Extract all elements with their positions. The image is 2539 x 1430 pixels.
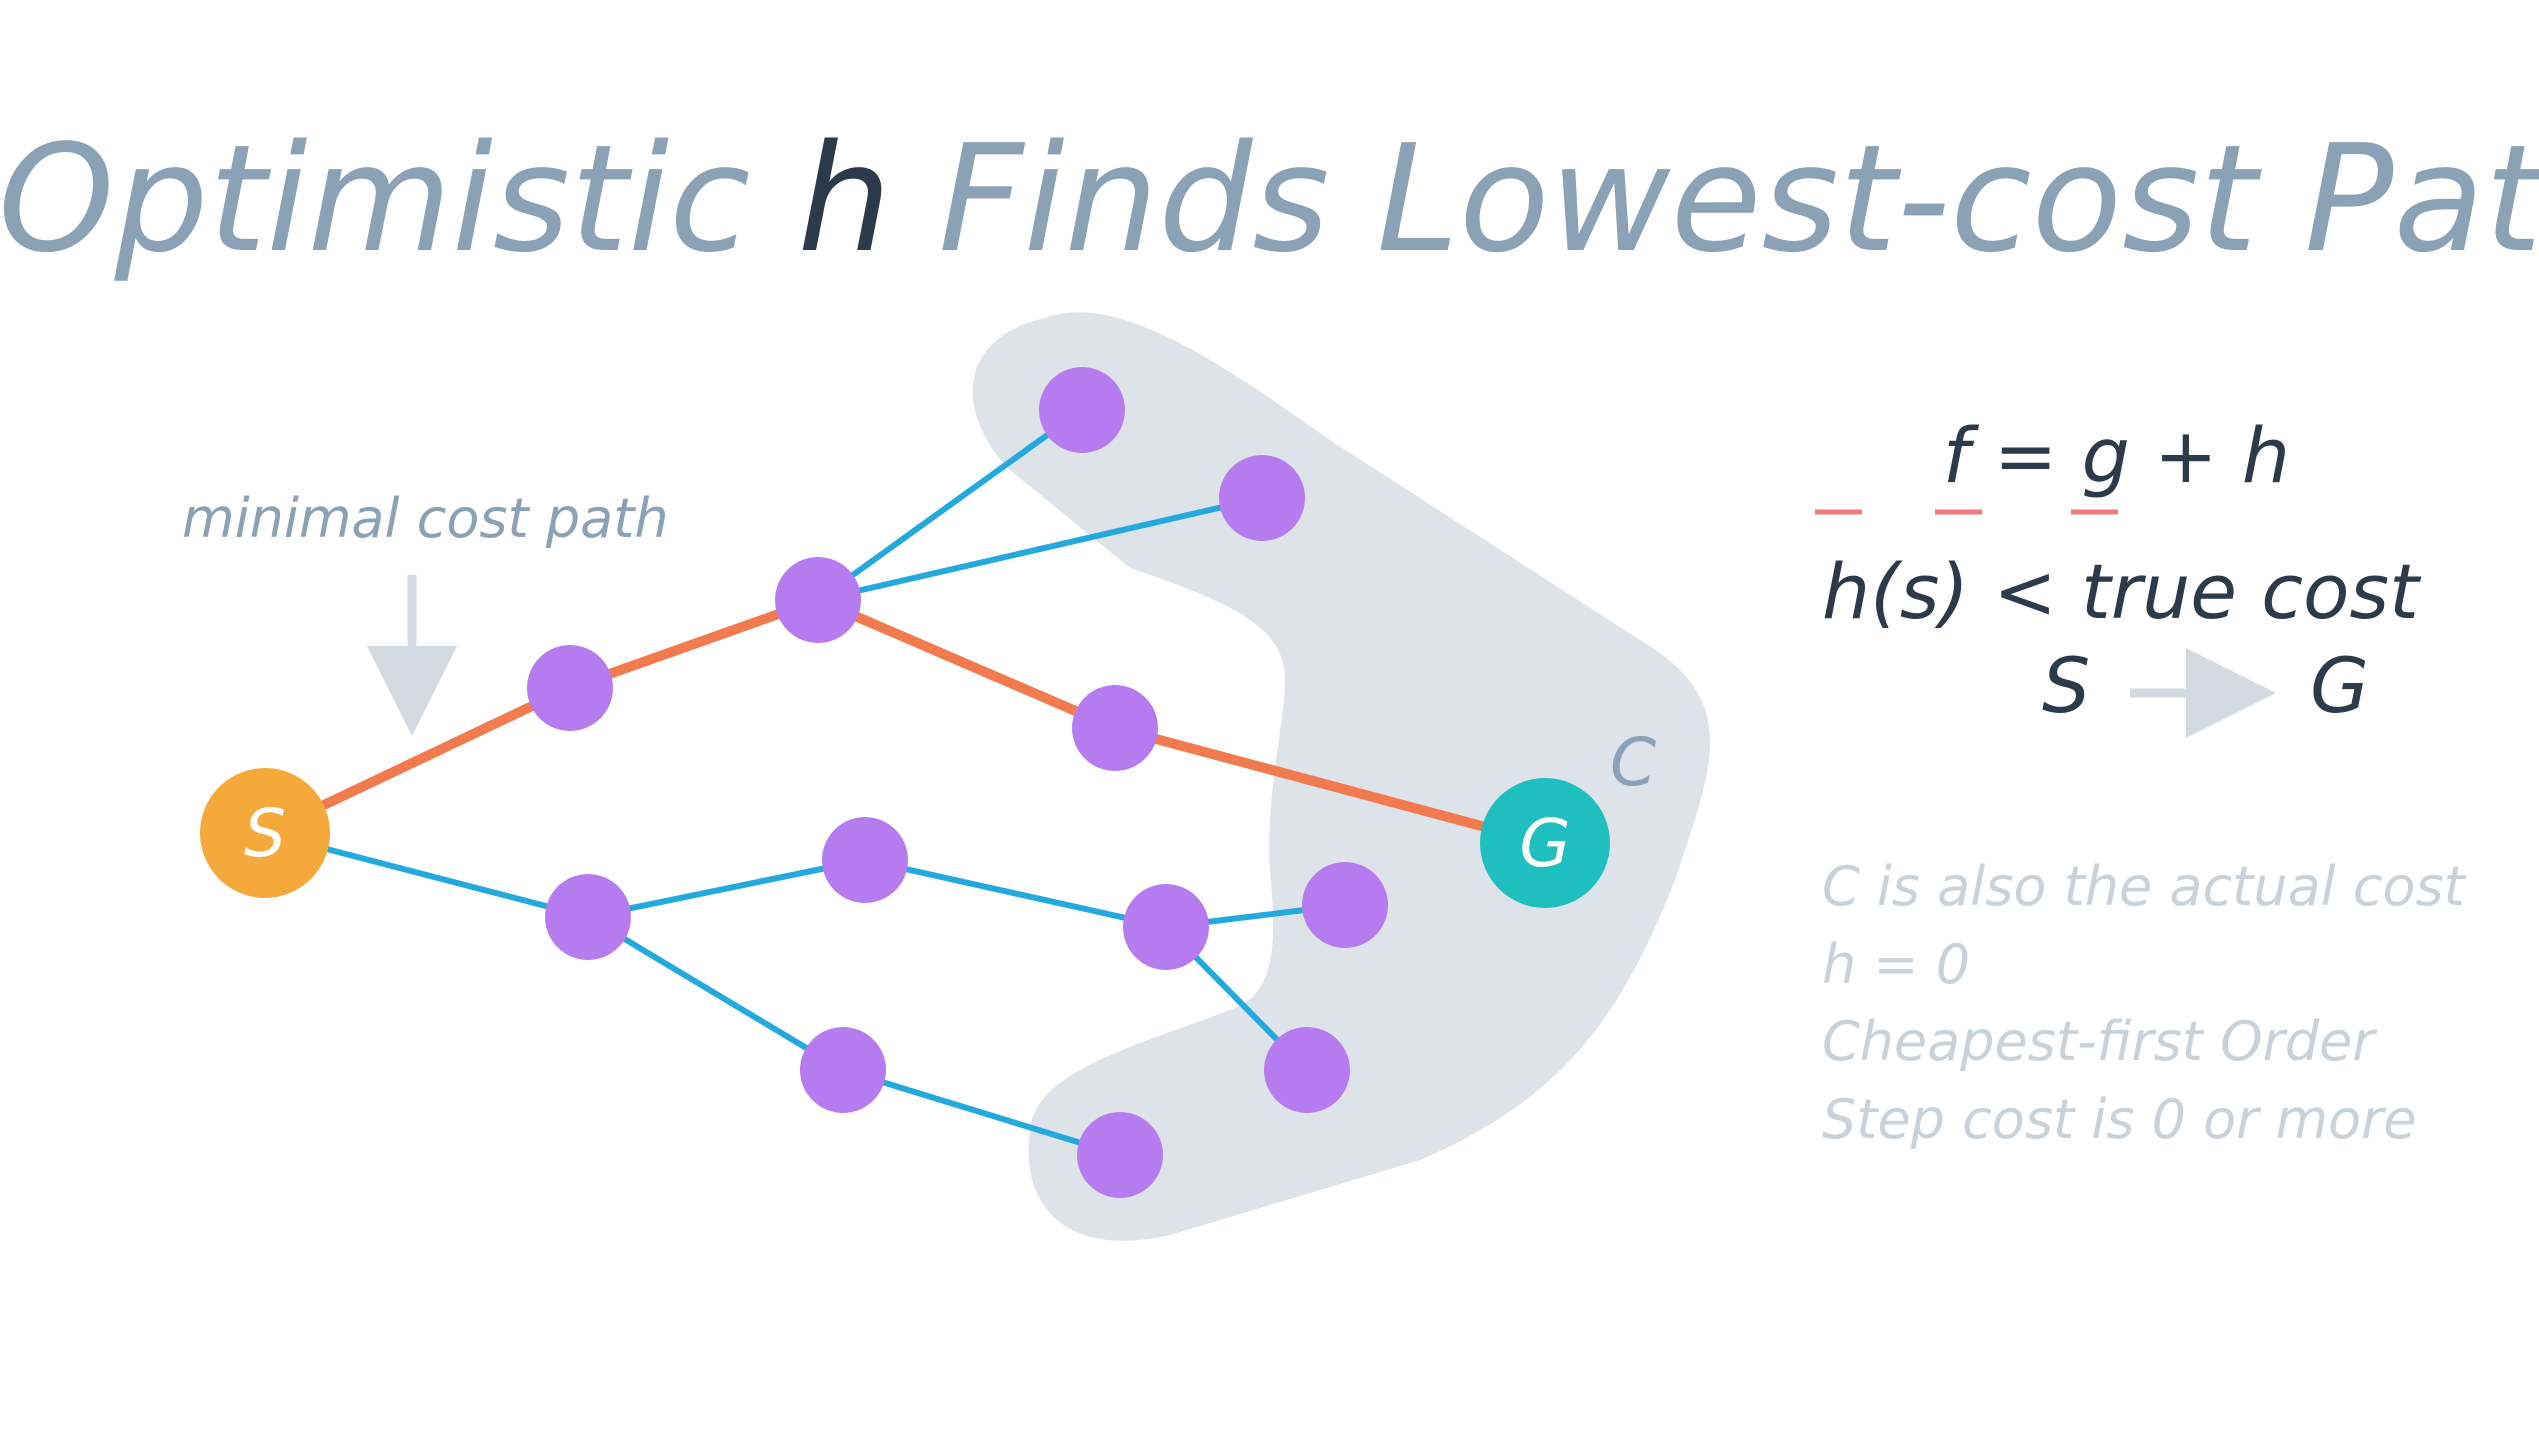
edge xyxy=(816,407,1084,603)
minimal-cost-path-label: minimal cost path xyxy=(182,487,669,550)
goal-node: G xyxy=(1480,778,1610,908)
note-item: C is also the actual cost xyxy=(1822,855,2467,918)
graph-node xyxy=(1264,1027,1350,1113)
start-node-label: S xyxy=(244,795,286,872)
goal-node-label: G xyxy=(1519,805,1570,882)
graph-node xyxy=(1219,455,1305,541)
contour-label: C xyxy=(1610,724,1656,801)
start-node-circle xyxy=(200,768,330,898)
equation-h-bound: h(s) < true cost xyxy=(1822,547,2422,636)
edge xyxy=(864,857,1167,930)
optimal-edge xyxy=(1113,723,1547,848)
eq-plus: + xyxy=(2130,411,2242,500)
edge xyxy=(842,1067,1121,1158)
note-item: h = 0 xyxy=(1822,933,1970,996)
graph-node xyxy=(545,874,631,960)
optimal-edge xyxy=(568,595,820,693)
eq-equals: = xyxy=(1970,411,2082,500)
title-part3: Finds Lowest-cost Path xyxy=(891,113,2539,285)
graph-node xyxy=(775,557,861,643)
graph-node xyxy=(1077,1112,1163,1198)
optimal-edge xyxy=(816,595,1117,733)
graph-node xyxy=(1302,862,1388,948)
path-from-label: S xyxy=(2042,641,2090,730)
goal-node-circle xyxy=(1480,778,1610,908)
title-heuristic-h: h xyxy=(798,113,892,285)
search-tree-edges xyxy=(264,407,1346,1158)
page-title: Optimistic h Finds Lowest-cost Path xyxy=(0,113,2539,285)
graph-node xyxy=(527,645,613,731)
note-item: Step cost is 0 or more xyxy=(1822,1088,2417,1151)
graph-node xyxy=(1072,685,1158,771)
edge xyxy=(587,857,866,920)
start-node: S xyxy=(200,768,330,898)
edge xyxy=(586,914,845,1073)
graph-node xyxy=(822,817,908,903)
note-item: Cheapest-first Order xyxy=(1822,1010,2377,1073)
graph-node xyxy=(1123,884,1209,970)
eq-g: g xyxy=(2082,411,2130,500)
equation-f: f = g + h xyxy=(1822,411,2362,500)
graph-nodes xyxy=(527,367,1388,1198)
notes-list: C is also the actual cost h = 0 Cheapest… xyxy=(1822,855,2467,1151)
eq-h: h xyxy=(2242,411,2290,500)
title-part1: Optimistic xyxy=(0,113,798,285)
path-to-label: G xyxy=(2310,641,2369,730)
edge xyxy=(817,495,1263,603)
graph-node xyxy=(1039,367,1125,453)
graph-node xyxy=(800,1027,886,1113)
explored-region xyxy=(972,312,1711,1241)
